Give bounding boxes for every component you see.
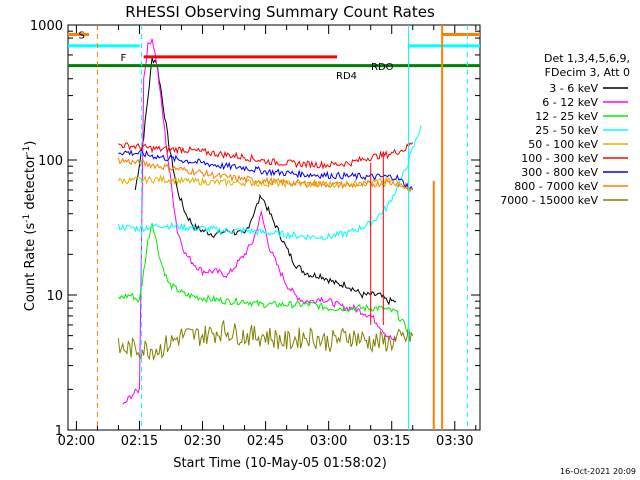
- x-tick-label: 02:15: [121, 434, 158, 449]
- y-axis-label-sup2: -1: [22, 146, 32, 155]
- legend-entry: 50 - 100 keV: [528, 138, 598, 151]
- chart-title: RHESSI Observing Summary Count Rates: [125, 3, 435, 21]
- flag-label-f: F: [121, 53, 127, 64]
- legend-header-line-2: FDecim 3, Att 0: [545, 66, 630, 79]
- legend-entry: 800 - 7000 keV: [514, 180, 598, 193]
- x-tick-label: 03:30: [436, 434, 473, 449]
- series-line-3-6keV: [134, 57, 397, 306]
- y-tick-label: 100: [38, 154, 63, 169]
- legend-entry: 100 - 300 keV: [521, 152, 598, 165]
- y-axis-label: Count Rate (s-1 detector-1): [22, 141, 38, 312]
- y-tick-label: 1: [55, 424, 63, 439]
- legend-entry: 300 - 800 keV: [521, 166, 598, 179]
- plot-frame: [67, 24, 481, 431]
- legend-entry: 7000 - 15000 keV: [500, 194, 598, 207]
- flag-label-rdo: RDO: [371, 62, 394, 73]
- y-axis-label-end: ): [23, 141, 38, 146]
- legend-entry: 3 - 6 keV: [549, 82, 598, 95]
- series-line-7000-15000keV: [117, 320, 414, 362]
- legend-header-line-1: Det 1,3,4,5,6,9,: [544, 52, 630, 65]
- y-axis-label-mid: detector: [23, 154, 38, 214]
- x-tick-label: 02:00: [58, 434, 95, 449]
- y-axis-label-sup1: -1: [22, 214, 32, 223]
- timestamp: 16-Oct-2021 20:09: [560, 467, 636, 476]
- series-line-300-800keV: [118, 149, 414, 191]
- x-tick-label: 02:45: [247, 434, 284, 449]
- series-line-100-300keV: [118, 141, 414, 170]
- series-line-800-7000keV: [117, 157, 414, 194]
- x-axis-label: Start Time (10-May-05 01:58:02): [173, 456, 387, 471]
- x-tick-label: 03:15: [373, 434, 410, 449]
- legend-entry: 6 - 12 keV: [542, 96, 598, 109]
- y-axis-label-main: Count Rate (s: [23, 223, 38, 312]
- series-line-50-100keV: [117, 174, 414, 191]
- x-tick-label: 02:30: [184, 434, 221, 449]
- series-line-12-25keV: [118, 222, 414, 336]
- legend-entry: 25 - 50 keV: [535, 124, 598, 137]
- flag-label-s: S: [79, 31, 85, 42]
- x-tick-label: 03:00: [310, 434, 347, 449]
- legend-entry: 12 - 25 keV: [535, 110, 598, 123]
- y-tick-label: 10: [46, 289, 63, 304]
- y-tick-label: 1000: [30, 19, 63, 34]
- flag-label-rd4: RD4: [336, 71, 357, 82]
